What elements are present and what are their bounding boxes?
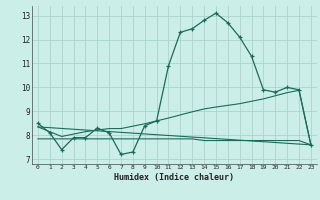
X-axis label: Humidex (Indice chaleur): Humidex (Indice chaleur) bbox=[115, 173, 234, 182]
